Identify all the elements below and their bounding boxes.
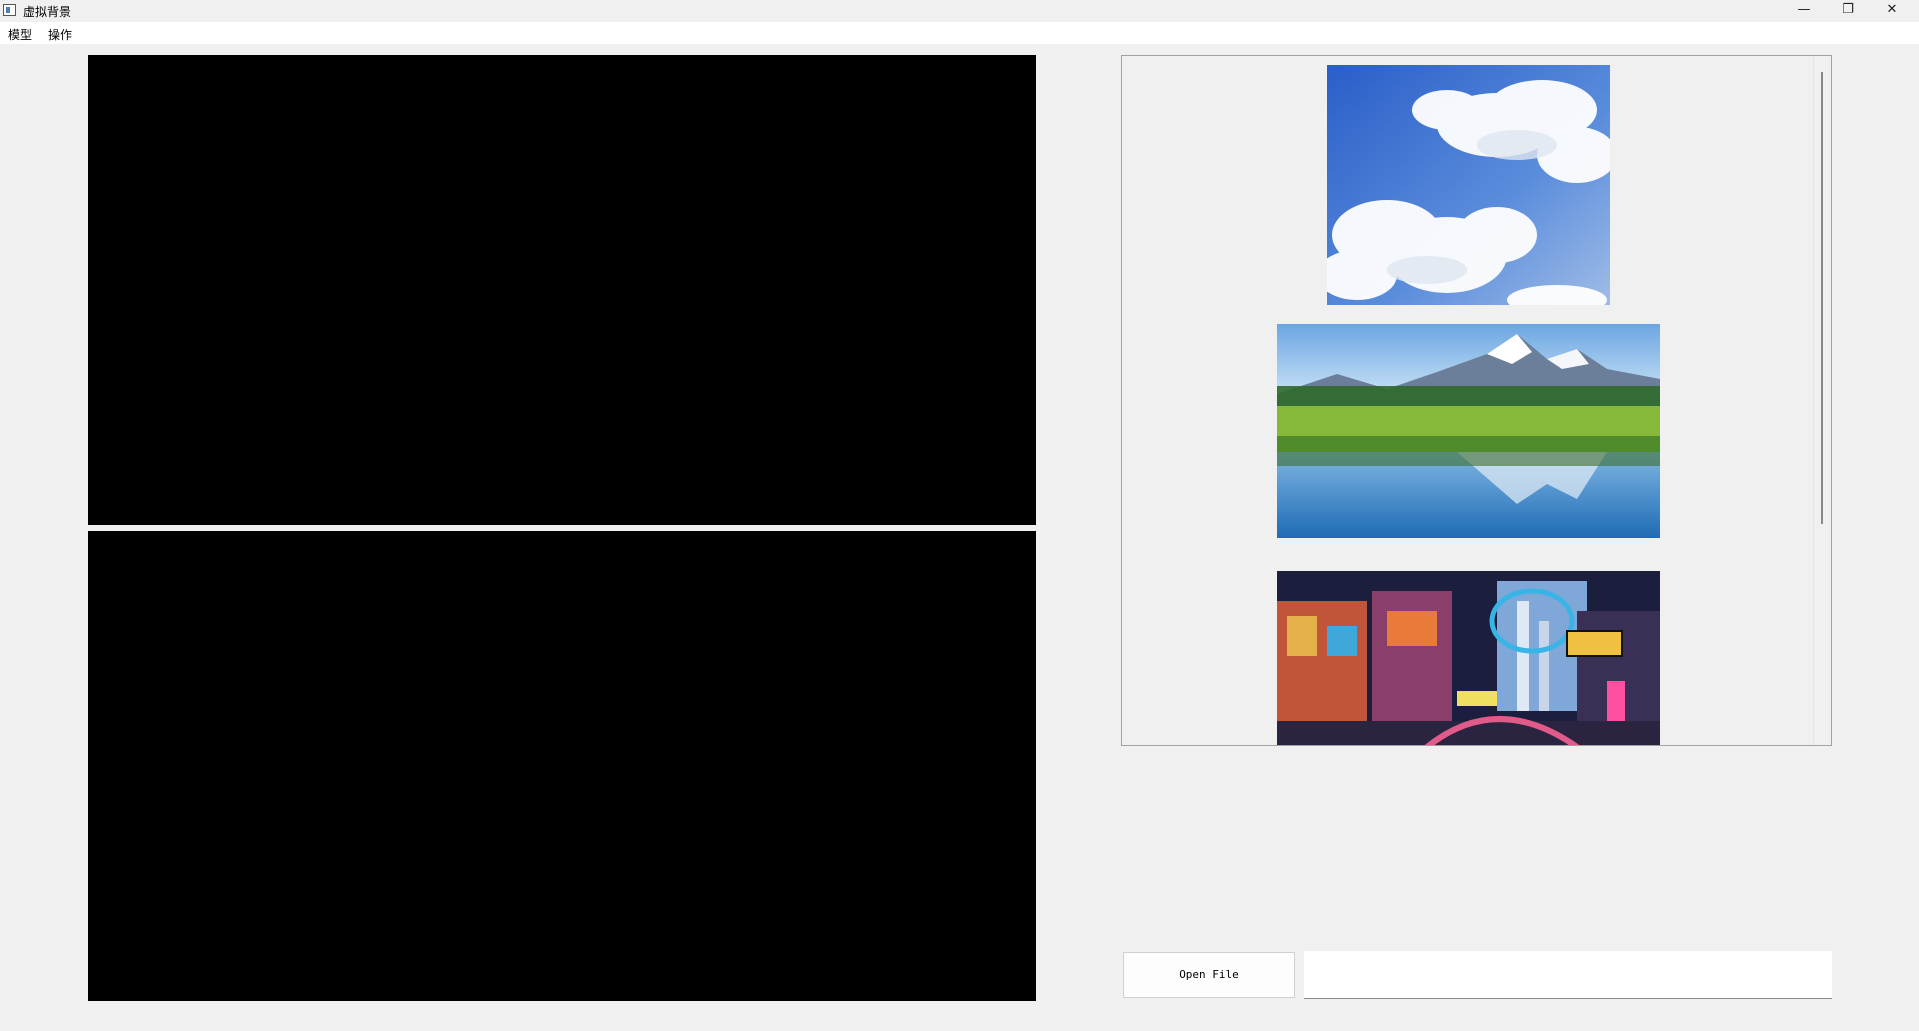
mountain-lake-image[interactable] — [1277, 324, 1660, 538]
restore-button[interactable]: ❐ — [1826, 0, 1870, 22]
title-bar: 虚拟背景 — ❐ ✕ — [0, 0, 1919, 22]
result-video-view — [88, 531, 1036, 1001]
window-title: 虚拟背景 — [23, 5, 72, 19]
gallery-scrollbar[interactable] — [1821, 72, 1823, 524]
app-icon — [3, 4, 16, 16]
menu-model[interactable]: 模型 — [8, 28, 33, 42]
minimize-icon: — — [1797, 2, 1811, 17]
cyber-city-image[interactable] — [1277, 571, 1660, 745]
scrollbar-track — [1813, 56, 1814, 745]
menu-operation[interactable]: 操作 — [48, 28, 73, 42]
background-gallery[interactable] — [1121, 55, 1832, 746]
restore-icon: ❐ — [1842, 2, 1854, 17]
file-path-input[interactable] — [1304, 951, 1832, 999]
close-icon: ✕ — [1886, 2, 1898, 17]
source-video-view — [88, 55, 1036, 525]
close-button[interactable]: ✕ — [1870, 0, 1914, 22]
minimize-button[interactable]: — — [1782, 0, 1826, 22]
sky-clouds-image[interactable] — [1327, 65, 1610, 305]
open-file-button[interactable]: Open File — [1123, 952, 1295, 998]
menu-bar: 模型 操作 — [0, 22, 1919, 44]
